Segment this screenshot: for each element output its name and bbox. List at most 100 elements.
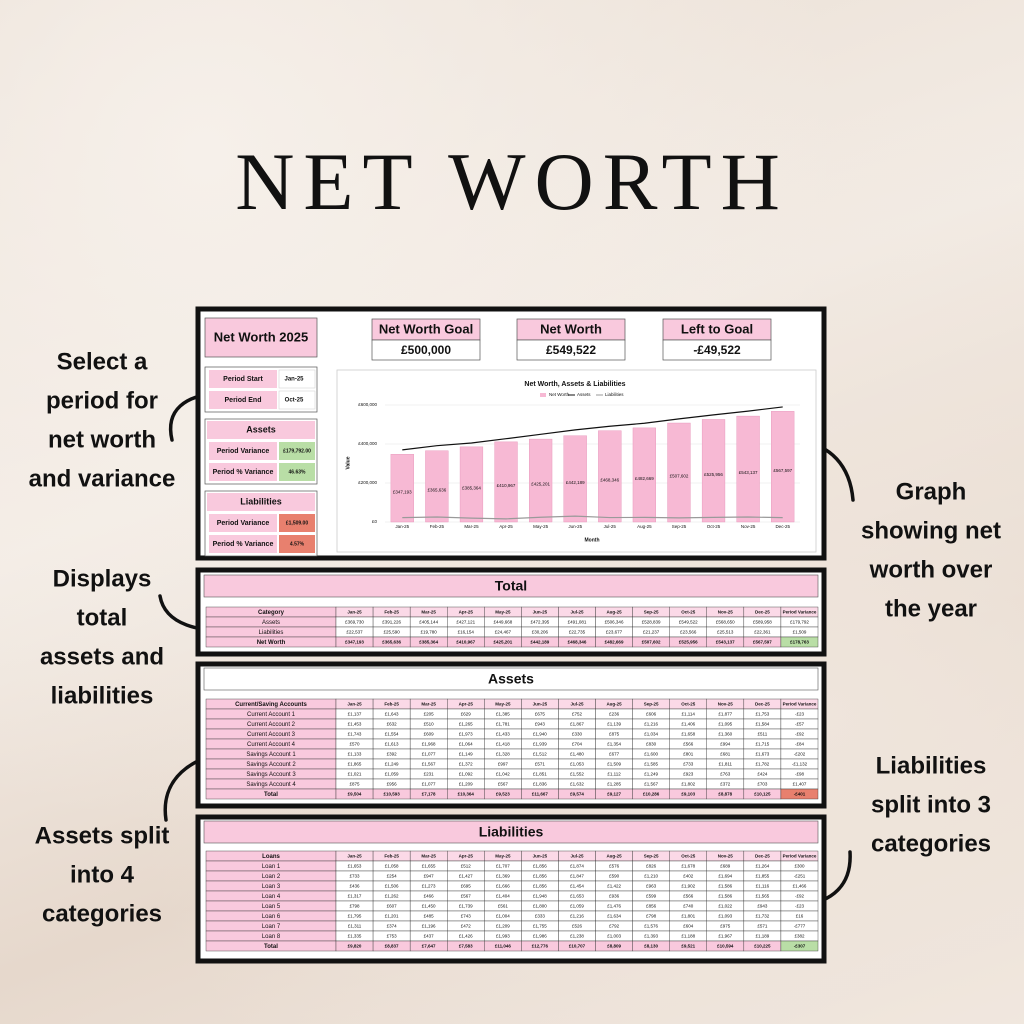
table-cell-text: Current Account 4 bbox=[247, 742, 296, 748]
table-cell-text: Net Worth bbox=[257, 640, 286, 646]
table-cell-text: £25,590 bbox=[383, 630, 400, 635]
kpi-label: Net Worth bbox=[540, 321, 602, 336]
table-cell-text: £1,584 bbox=[756, 722, 770, 727]
table-cell-text: Sep-25 bbox=[644, 854, 659, 859]
table-cell-text: Jun-25 bbox=[533, 610, 548, 615]
table-cell-text: £607 bbox=[387, 904, 398, 909]
side-label: Period Variance bbox=[217, 520, 270, 527]
table-cell-text: £427,121 bbox=[456, 620, 475, 625]
table-cell-text: Loan 5 bbox=[262, 904, 281, 910]
table-cell-text: £1,466 bbox=[793, 884, 807, 889]
table-cell-text: £1,509 bbox=[607, 762, 621, 767]
table-cell-text: Loan 6 bbox=[262, 914, 281, 920]
side-title: Assets bbox=[246, 424, 276, 434]
table-cell-text: £9,574 bbox=[570, 792, 584, 797]
table-cell-text: £16,154 bbox=[458, 630, 475, 635]
table-cell-text: £1,404 bbox=[496, 894, 510, 899]
table-cell-text: £1,317 bbox=[348, 894, 362, 899]
x-tick-label: Mar-25 bbox=[464, 524, 479, 529]
value-label: £385,364 bbox=[462, 486, 481, 491]
table-cell-text: £936 bbox=[609, 894, 620, 899]
table-cell-text: £178,763 bbox=[790, 640, 809, 645]
period-value[interactable]: Jan-25 bbox=[284, 377, 304, 383]
table-cell-text: £1,209 bbox=[496, 924, 510, 929]
table-cell-text: £566 bbox=[683, 894, 694, 899]
table-cell-text: Current Account 3 bbox=[247, 732, 296, 738]
table-cell-text: £1,149 bbox=[459, 752, 473, 757]
table-cell-text: £507,602 bbox=[642, 640, 661, 645]
table-cell-text: £1,328 bbox=[496, 752, 510, 757]
table-cell-text: Feb-25 bbox=[384, 610, 399, 615]
table-cell-text: £23,566 bbox=[680, 630, 697, 635]
table-cell-text: £7,647 bbox=[422, 944, 436, 949]
table-cell-text: £382 bbox=[794, 934, 805, 939]
x-axis-label: Month bbox=[585, 537, 600, 543]
table-cell-text: £1,433 bbox=[496, 732, 510, 737]
table-cell-text: £436 bbox=[350, 884, 361, 889]
table-cell-text: May-25 bbox=[495, 702, 511, 707]
table-cell-text: £205 bbox=[424, 712, 435, 717]
table-cell-text: £1,427 bbox=[459, 874, 473, 879]
table-cell-text: £1,021 bbox=[348, 772, 362, 777]
table-cell-text: £485 bbox=[424, 914, 435, 919]
table-cell-text: £525,956 bbox=[679, 640, 698, 645]
table-cell-text: £1,385 bbox=[496, 712, 510, 717]
table-cell-text: £1,732 bbox=[756, 914, 770, 919]
annotation: Graph bbox=[896, 478, 967, 505]
value-label: £482,669 bbox=[635, 476, 654, 481]
table-cell-text: £1,311 bbox=[348, 924, 362, 929]
table-cell-text: £1,188 bbox=[681, 934, 695, 939]
table-cell-text: Loans bbox=[262, 854, 280, 860]
table-cell-text: £1,059 bbox=[385, 772, 399, 777]
period-value[interactable]: Oct-25 bbox=[285, 398, 304, 404]
table-cell-text: £23,677 bbox=[606, 630, 623, 635]
table-cell-text: £1,851 bbox=[533, 772, 547, 777]
bar bbox=[598, 430, 622, 523]
table-cell-text: £576 bbox=[609, 864, 620, 869]
table-cell-text: £236 bbox=[609, 712, 620, 717]
dropdown[interactable] bbox=[278, 390, 316, 410]
table-cell-text: Current Account 2 bbox=[247, 722, 296, 728]
table-cell-text: £511 bbox=[758, 732, 768, 737]
table-cell-text: -£777 bbox=[794, 924, 806, 929]
table-cell-text: Total bbox=[264, 944, 278, 950]
side-label: Period % Variance bbox=[213, 541, 274, 548]
table-cell-text: £12,776 bbox=[532, 944, 549, 949]
value-label: £425,201 bbox=[531, 482, 550, 487]
legend-label: Assets bbox=[577, 392, 591, 397]
table-cell-text: Mar-25 bbox=[421, 702, 436, 707]
table-cell-text: £568,650 bbox=[716, 620, 735, 625]
table-cell-text: Dec-25 bbox=[755, 854, 770, 859]
table-cell-text: £410,967 bbox=[456, 640, 475, 645]
table-cell-text: £512 bbox=[461, 864, 472, 869]
table-cell-text: £442,189 bbox=[531, 640, 550, 645]
table-cell-text: £798 bbox=[646, 914, 657, 919]
table-cell-text: Loan 2 bbox=[262, 874, 281, 880]
table-cell-text: £10,707 bbox=[569, 944, 586, 949]
dropdown[interactable] bbox=[278, 369, 316, 389]
table-cell-text: £1,552 bbox=[570, 772, 584, 777]
line bbox=[402, 515, 783, 520]
annotation: assets and bbox=[40, 643, 164, 670]
table-cell-text: £753 bbox=[387, 934, 398, 939]
annotation: Liabilities bbox=[876, 752, 987, 779]
period-label: Period End bbox=[225, 397, 262, 404]
table-cell-text: £1,509 bbox=[793, 630, 807, 635]
table-cell-text: £1,874 bbox=[570, 864, 584, 869]
table-cell-text: £743 bbox=[461, 914, 472, 919]
y-tick-label: £0 bbox=[372, 519, 378, 524]
table-cell-text: -£307 bbox=[794, 944, 806, 949]
bar bbox=[529, 438, 553, 523]
table-cell-text: £1,658 bbox=[681, 732, 695, 737]
table-cell-text: £372 bbox=[720, 782, 731, 787]
kpi-label: Left to Goal bbox=[681, 321, 753, 336]
kpi-value: -£49,522 bbox=[693, 343, 741, 357]
table-cell-text: £449,668 bbox=[493, 620, 512, 625]
side-value: £179,792.00 bbox=[283, 448, 311, 454]
table-cell-text: May-25 bbox=[495, 854, 511, 859]
label-cell bbox=[209, 370, 277, 388]
table-cell-text: £1,586 bbox=[718, 884, 732, 889]
table-cell-text: Savings Account 1 bbox=[246, 752, 296, 758]
table-cell-text: £947 bbox=[424, 874, 435, 879]
table-cell-text: £1,753 bbox=[756, 712, 770, 717]
